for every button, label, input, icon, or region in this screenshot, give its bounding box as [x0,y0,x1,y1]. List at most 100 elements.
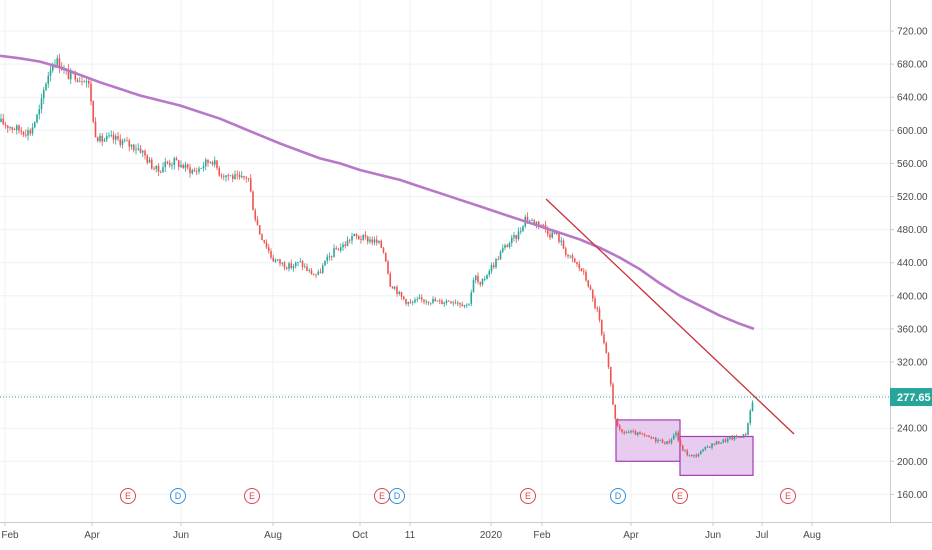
candle-body [297,262,299,263]
candle-body [492,265,495,268]
y-axis[interactable]: 160.00200.00240.00280.00320.00360.00400.… [890,0,932,550]
event-marker-circle[interactable] [780,488,796,504]
candle-body [85,80,88,82]
candles [0,53,754,459]
candle-body [434,299,437,302]
candle-body [146,155,149,163]
candle-body [535,221,538,225]
candle-body [335,248,338,250]
event-marker[interactable]: E [374,488,390,504]
candle-body [729,437,731,439]
candle-body [636,432,639,435]
event-marker[interactable]: E [520,488,536,504]
x-axis[interactable]: Feb Apr Jun Aug Oct 11 2020 Feb Apr Jun Jul Aug [0,522,932,550]
candle-body [337,249,340,251]
candle-body [600,319,603,335]
candle-body [708,446,711,448]
candle-body [371,239,374,243]
event-marker[interactable]: E [672,488,688,504]
x-axis-background [0,522,932,550]
candle-body [117,136,119,140]
candle-body [225,175,227,178]
candle-body [418,297,421,300]
candle-body [276,259,279,261]
event-marker[interactable]: D [610,488,626,504]
candle-body [546,229,549,235]
x-tick-label: Aug [264,530,282,541]
candle-body [704,446,707,450]
candle-body [94,121,97,138]
event-marker[interactable]: D [170,488,186,504]
event-marker-circle[interactable] [120,488,136,504]
candle-body [261,234,263,241]
candle-body [369,239,371,242]
candle-body [702,449,704,452]
candle-body [522,226,524,232]
candle-body [76,79,79,82]
candle-body [488,271,491,275]
candle-body [668,441,671,443]
candle-body [722,439,725,443]
candle-body [159,171,162,173]
event-marker-circle[interactable] [389,488,405,504]
candle-body [378,240,380,243]
event-marker-circle[interactable] [610,488,626,504]
event-marker-circle[interactable] [170,488,186,504]
candle-body [281,262,284,264]
x-tick-label: Feb [1,530,19,541]
candle-body [603,334,605,344]
y-tick-label: 320.00 [897,358,928,369]
candle-body [326,256,329,261]
candle-body [504,245,506,248]
candle-body [677,432,680,441]
candle-body [130,144,133,147]
candle-body [659,439,662,441]
event-marker-label: E [677,491,683,501]
moving-average-line [0,54,755,331]
event-marker[interactable]: D [389,488,405,504]
candle-body [211,162,214,165]
candle-body [616,418,619,426]
candle-body [265,242,268,248]
candle-body [724,439,727,442]
event-marker[interactable]: E [244,488,260,504]
candle-body [222,176,225,178]
candle-body [495,259,497,268]
candle-body [240,175,243,178]
x-tick-label: Apr [84,530,100,541]
candle-body [173,158,176,166]
event-marker-circle[interactable] [520,488,536,504]
candle-body [508,242,511,248]
candle-body [639,432,641,435]
candle-body [249,178,252,192]
candle-body [193,170,196,172]
candle-body [312,274,315,276]
candle-body [591,289,594,299]
candle-body [148,159,151,163]
event-marker[interactable]: E [780,488,796,504]
candle-body [315,274,317,276]
candle-body [526,216,529,221]
last-price-label-box[interactable] [890,388,932,407]
candle-body [22,131,25,135]
candle-body [258,225,261,235]
candle-body [567,254,569,257]
candle-body [555,232,558,234]
candle-body [751,402,754,411]
event-marker[interactable]: E [120,488,136,504]
resistance-trendline[interactable] [545,198,795,435]
candle-body [209,162,212,163]
candle-body [432,299,434,303]
candle-body [288,263,290,269]
candle-body [29,130,32,134]
candle-body [569,255,572,257]
candle-body [319,271,322,273]
candle-body [294,262,297,267]
candle-body [67,70,70,80]
event-marker-circle[interactable] [672,488,688,504]
candle-body [213,160,216,165]
candle-body [186,164,189,168]
event-marker-circle[interactable] [244,488,260,504]
